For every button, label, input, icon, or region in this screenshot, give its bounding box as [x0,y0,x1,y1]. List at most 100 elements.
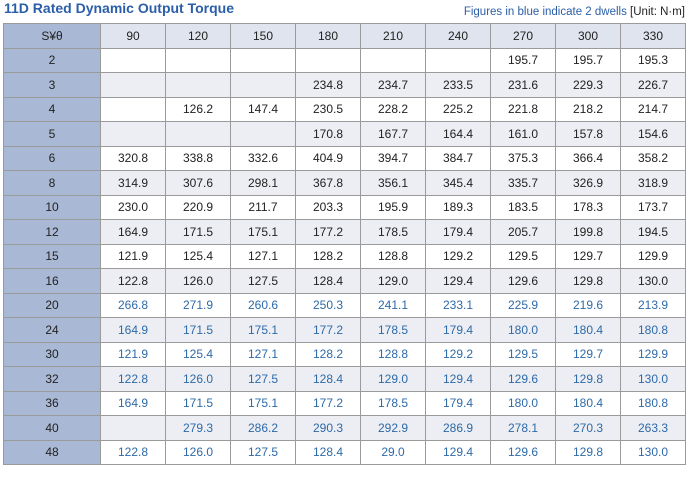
value-cell: 271.9 [165,292,231,318]
value-cell: 241.1 [360,292,426,318]
table-row: 12 164.9 171.5 175.1 177.2 178.5 179.4 205.7 199… [3,219,686,245]
value-cell: 128.4 [295,268,361,294]
value-cell: 129.6 [490,268,556,294]
value-cell: 175.1 [230,219,296,245]
value-cell: 178.5 [360,390,426,416]
value-cell: 129.4 [425,268,491,294]
note: Figures in blue indicate 2 dwells [Unit:… [464,6,685,18]
value-cell: 292.9 [360,415,426,441]
value-cell: 278.1 [490,415,556,441]
value-cell: 171.5 [165,390,231,416]
value-cell [230,47,296,73]
value-cell: 171.5 [165,219,231,245]
column-header: 240 [425,23,491,49]
value-cell: 122.8 [100,366,166,392]
table-row: 30 121.9 125.4 127.1 128.2 128.8 129.2 129.5 129… [3,341,686,367]
row-header: 30 [3,341,101,367]
row-header: 5 [3,121,101,147]
column-header: 120 [165,23,231,49]
value-cell: 127.1 [230,243,296,269]
value-cell: 121.9 [100,243,166,269]
value-cell: 129.5 [490,341,556,367]
value-cell: 183.5 [490,194,556,220]
value-cell: 290.3 [295,415,361,441]
row-header: 12 [3,219,101,245]
value-cell: 129.0 [360,268,426,294]
value-cell [165,72,231,98]
table-row: 2 195.7 195.7 195.3 [3,47,686,73]
blue-note: Figures in blue indicate 2 dwells [463,6,627,18]
column-header: 90 [100,23,166,49]
value-cell: 126.0 [165,439,231,465]
value-cell: 154.6 [620,121,686,147]
value-cell: 384.7 [425,145,491,171]
value-cell: 195.9 [360,194,426,220]
value-cell: 128.4 [295,439,361,465]
value-cell: 345.4 [425,170,491,196]
value-cell: 230.0 [100,194,166,220]
column-header: 330 [620,23,686,49]
value-cell: 177.2 [295,317,361,343]
value-cell: 234.8 [295,72,361,98]
value-cell: 130.0 [620,366,686,392]
value-cell: 266.8 [100,292,166,318]
row-header: 8 [3,170,101,196]
table-row: 4 126.2 147.4 230.5 228.2 225.2 221.8 218.2 214.… [3,96,686,122]
column-header: 300 [555,23,621,49]
value-cell: 231.6 [490,72,556,98]
value-cell: 332.6 [230,145,296,171]
value-cell [100,72,166,98]
value-cell: 128.4 [295,366,361,392]
value-cell: 320.8 [100,145,166,171]
value-cell: 180.0 [490,317,556,343]
row-header: 10 [3,194,101,220]
row-header: 24 [3,317,101,343]
table-row: 20 266.8 271.9 260.6 250.3 241.1 233.1 225.9 219… [3,292,686,318]
table-row: 48 122.8 126.0 127.5 128.4 29.0 129.4 129.6 129.… [3,439,686,465]
value-cell: 195.7 [555,47,621,73]
value-cell: 126.0 [165,268,231,294]
table-row: 16 122.8 126.0 127.5 128.4 129.0 129.4 129.6 129… [3,268,686,294]
value-cell: 178.5 [360,317,426,343]
column-header: 270 [490,23,556,49]
value-cell: 127.5 [230,268,296,294]
value-cell: 233.5 [425,72,491,98]
row-header: 40 [3,415,101,441]
value-cell: 195.3 [620,47,686,73]
value-cell: 195.7 [490,47,556,73]
value-cell: 178.3 [555,194,621,220]
value-cell: 129.8 [555,439,621,465]
value-cell: 233.1 [425,292,491,318]
value-cell: 367.8 [295,170,361,196]
value-cell: 279.3 [165,415,231,441]
value-cell: 127.1 [230,341,296,367]
value-cell: 307.6 [165,170,231,196]
column-header: 210 [360,23,426,49]
value-cell: 128.2 [295,243,361,269]
table-row: 15 121.9 125.4 127.1 128.2 128.8 129.2 129.5 129… [3,243,686,269]
value-cell [230,121,296,147]
value-cell: 338.8 [165,145,231,171]
value-cell: 250.3 [295,292,361,318]
row-header: 32 [3,366,101,392]
value-cell: 171.5 [165,317,231,343]
value-cell [100,96,166,122]
value-cell: 213.9 [620,292,686,318]
value-cell: 129.8 [555,366,621,392]
value-cell: 164.4 [425,121,491,147]
unit: [Unit: N·m] [630,6,685,18]
value-cell: 129.7 [555,341,621,367]
value-cell: 286.2 [230,415,296,441]
value-cell: 129.8 [555,268,621,294]
value-cell: 234.7 [360,72,426,98]
value-cell: 29.0 [360,439,426,465]
value-cell: 178.5 [360,219,426,245]
value-cell: 125.4 [165,243,231,269]
value-cell: 230.5 [295,96,361,122]
value-cell: 180.4 [555,317,621,343]
title: 11D Rated Dynamic Output Torque [4,0,234,16]
value-cell: 394.7 [360,145,426,171]
value-cell: 179.4 [425,390,491,416]
value-cell: 229.3 [555,72,621,98]
